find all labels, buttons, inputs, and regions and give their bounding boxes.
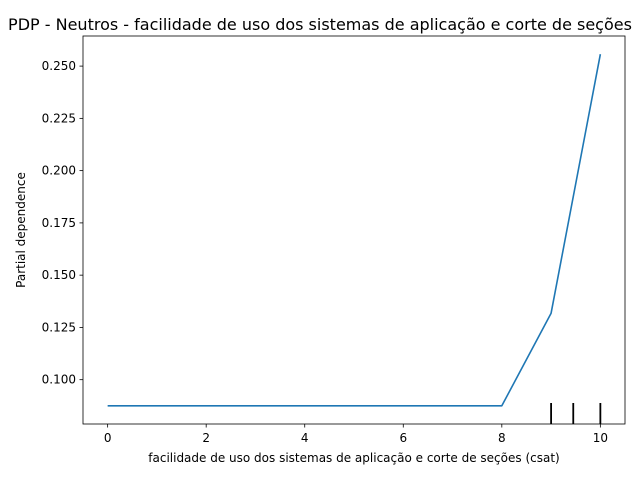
data-point	[550, 312, 552, 314]
x-tick-label: 4	[301, 431, 309, 445]
x-axis-label: facilidade de uso dos sistemas de aplica…	[148, 451, 559, 465]
data-point	[156, 405, 158, 407]
x-tick-label: 6	[399, 431, 407, 445]
chart-title: PDP - Neutros - facilidade de uso dos si…	[8, 15, 632, 34]
x-axis: 0 2 4 6 8 10	[104, 424, 608, 445]
data-point	[501, 405, 503, 407]
data-point	[205, 405, 207, 407]
y-tick-label: 0.125	[42, 320, 76, 334]
plot-frame	[82, 35, 626, 425]
data-point	[255, 405, 257, 407]
data-point	[452, 405, 454, 407]
rug-layer	[550, 403, 602, 424]
data-point	[304, 405, 306, 407]
series-line	[107, 54, 602, 407]
y-tick-label: 0.100	[42, 373, 76, 387]
x-tick-label: 8	[498, 431, 506, 445]
y-tick-label: 0.225	[42, 111, 76, 125]
x-tick-label: 2	[202, 431, 210, 445]
data-point	[600, 53, 602, 55]
series-layer	[107, 53, 602, 407]
x-tick-label: 10	[593, 431, 608, 445]
y-tick-label: 0.250	[42, 59, 76, 73]
y-tick-label: 0.175	[42, 216, 76, 230]
y-axis-label: Partial dependence	[14, 172, 28, 288]
data-point	[353, 405, 355, 407]
data-point	[107, 405, 109, 407]
y-axis: 0.100 0.125 0.150 0.175 0.200 0.225 0.250	[42, 59, 83, 387]
data-point	[402, 405, 404, 407]
x-tick-label: 0	[104, 431, 112, 445]
y-tick-label: 0.200	[42, 164, 76, 178]
y-tick-label: 0.150	[42, 268, 76, 282]
